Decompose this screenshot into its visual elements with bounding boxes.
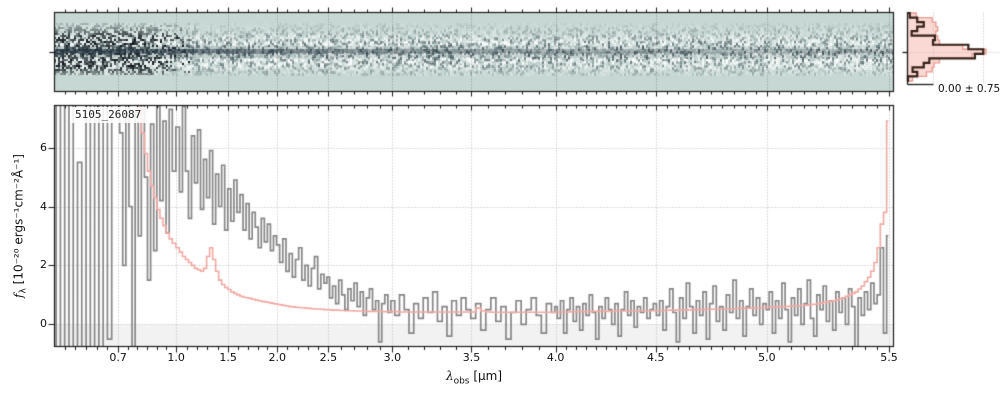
x-axis-subscript: obs bbox=[453, 376, 470, 387]
x-tick-label-5.0: 5.0 bbox=[758, 351, 776, 364]
x-tick-label-3.0: 3.0 bbox=[383, 351, 402, 364]
y-axis-label: fλ [10⁻²⁰ ergs⁻¹cm⁻²Å⁻¹] bbox=[11, 154, 28, 298]
object-id-label: 5105_26087 bbox=[70, 107, 147, 123]
y-axis-symbol: f bbox=[11, 293, 26, 298]
y-axis-subscript: λ bbox=[18, 288, 29, 294]
y-tick-label-0: 0 bbox=[40, 317, 47, 331]
x-axis-symbol: λ bbox=[445, 369, 454, 383]
y-tick-label-6: 6 bbox=[40, 140, 47, 154]
x-tick-label-0.7: 0.7 bbox=[109, 351, 127, 364]
x-tick-label-3.5: 3.5 bbox=[462, 351, 481, 364]
x-tick-label-2.5: 2.5 bbox=[319, 351, 338, 364]
x-tick-label-4.5: 4.5 bbox=[646, 351, 665, 364]
x-axis-unit: [μm] bbox=[469, 369, 503, 383]
profile-stat-label: 0.00 ± 0.75 bbox=[938, 83, 1000, 95]
y-tick-label-4: 4 bbox=[40, 199, 47, 213]
x-tick-label-5.5: 5.5 bbox=[880, 351, 898, 364]
x-tick-label-2.0: 2.0 bbox=[268, 351, 287, 364]
y-tick-label-2: 2 bbox=[40, 258, 47, 272]
x-tick-label-1.0: 1.0 bbox=[167, 351, 185, 364]
x-tick-label-4.0: 4.0 bbox=[546, 351, 565, 364]
x-tick-label-1.5: 1.5 bbox=[219, 351, 237, 364]
x-axis-label: λobs [μm] bbox=[404, 369, 544, 386]
